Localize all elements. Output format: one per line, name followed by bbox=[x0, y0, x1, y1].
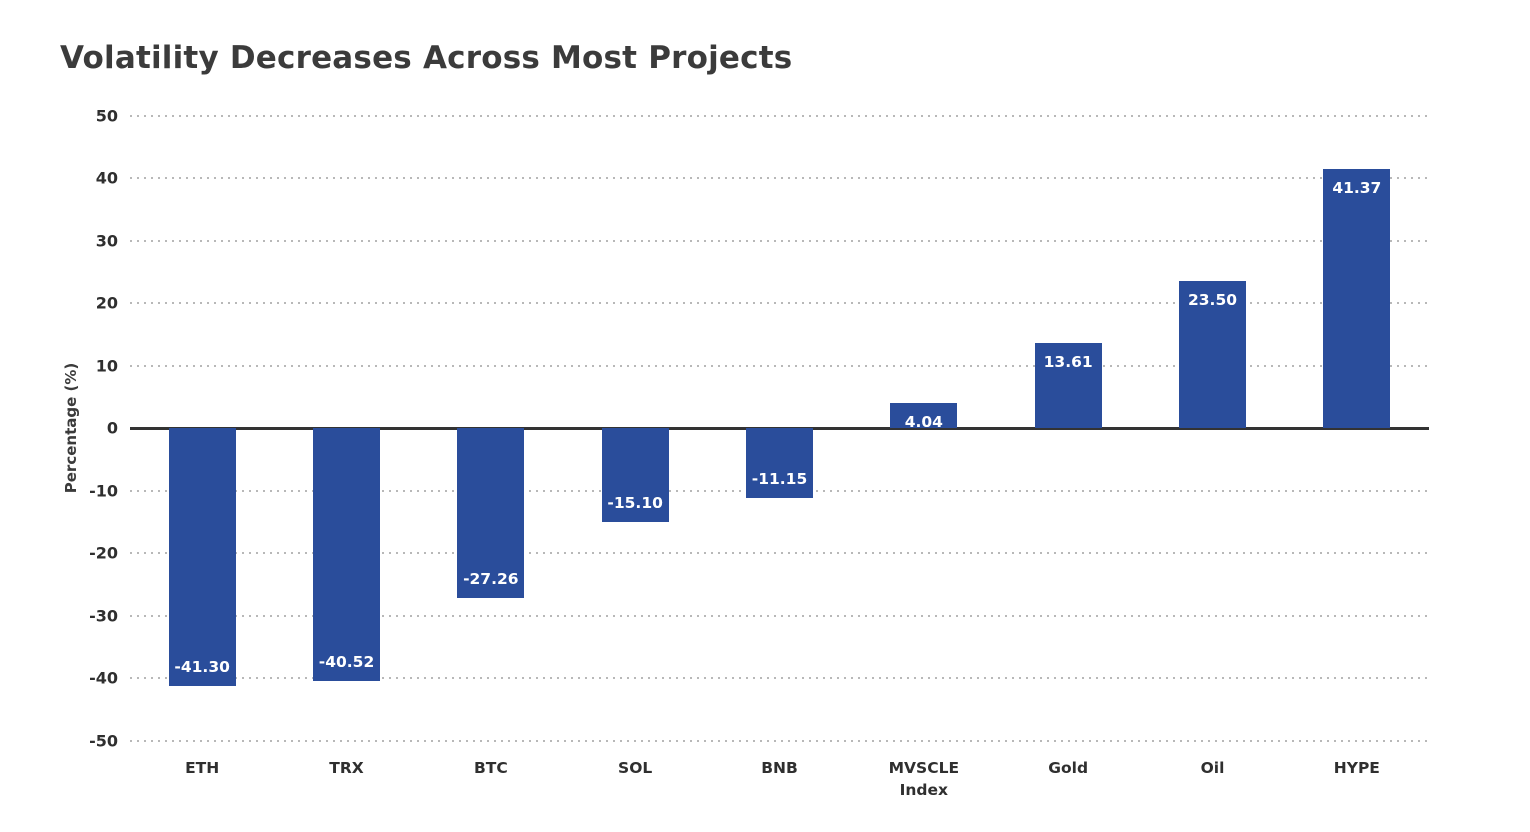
gridline--20 bbox=[130, 552, 1429, 554]
gridline-10 bbox=[130, 364, 1429, 367]
bar-eth: -41.30 bbox=[168, 428, 236, 687]
y-tick-label--10: -10 bbox=[89, 481, 118, 500]
bar-trx: -40.52 bbox=[313, 428, 380, 682]
x-category-label-btc: BTC bbox=[473, 759, 508, 777]
y-tick-label-40: 40 bbox=[95, 168, 118, 188]
bar-mvscle-index: 4.04 bbox=[890, 402, 958, 431]
bar-hype: 41.37 bbox=[1323, 169, 1391, 428]
gridline--50 bbox=[130, 739, 1429, 742]
bar-value-label: -11.15 bbox=[751, 469, 808, 488]
bar-value-label: 13.61 bbox=[1043, 352, 1093, 371]
bar-value-label: 41.37 bbox=[1332, 179, 1382, 198]
bar-value-label: -27.26 bbox=[463, 570, 519, 589]
bar-value-label: -15.10 bbox=[607, 494, 663, 513]
bar-gold: 13.61 bbox=[1034, 342, 1102, 428]
x-category-label-oil: Oil bbox=[1200, 759, 1225, 777]
bar-oil: 23.50 bbox=[1179, 281, 1246, 428]
x-category-label-gold: Gold bbox=[1048, 759, 1089, 777]
x-category-label-hype: HYPE bbox=[1333, 759, 1380, 777]
y-tick-label-20: 20 bbox=[95, 293, 118, 313]
x-category-label-bnb: BNB bbox=[761, 759, 798, 777]
gridline-50 bbox=[130, 114, 1429, 117]
y-tick-label-0: 0 bbox=[106, 418, 118, 438]
y-tick-label--20: -20 bbox=[89, 543, 118, 563]
gridline-40 bbox=[130, 177, 1429, 179]
bar-value-label: -40.52 bbox=[318, 653, 375, 672]
gridline--40 bbox=[130, 677, 1429, 679]
x-category-label-eth: ETH bbox=[185, 759, 220, 777]
bar-value-label: 23.50 bbox=[1187, 291, 1238, 310]
y-tick-label--30: -30 bbox=[89, 606, 118, 625]
y-tick-label-10: 10 bbox=[95, 356, 118, 375]
chart-title: Volatility Decreases Across Most Project… bbox=[60, 40, 793, 76]
gridline--30 bbox=[130, 614, 1429, 617]
bar-sol: -15.10 bbox=[601, 428, 669, 523]
gridline-30 bbox=[130, 239, 1429, 242]
x-category-label-trx: TRX bbox=[329, 759, 364, 777]
bar-value-label: -41.30 bbox=[174, 658, 230, 677]
y-tick-label--40: -40 bbox=[89, 668, 118, 688]
bar-btc: -27.26 bbox=[457, 428, 525, 599]
x-category-label-mvscle-index: MVSCLE Index bbox=[888, 759, 960, 799]
y-tick-label-30: 30 bbox=[95, 231, 118, 250]
y-tick-label-50: 50 bbox=[95, 106, 118, 125]
bar-value-label: 4.04 bbox=[904, 412, 943, 431]
y-tick-label--50: -50 bbox=[89, 731, 118, 750]
x-category-label-sol: SOL bbox=[618, 759, 653, 777]
bar-bnb: -11.15 bbox=[746, 428, 813, 498]
gridline-20 bbox=[130, 302, 1429, 304]
